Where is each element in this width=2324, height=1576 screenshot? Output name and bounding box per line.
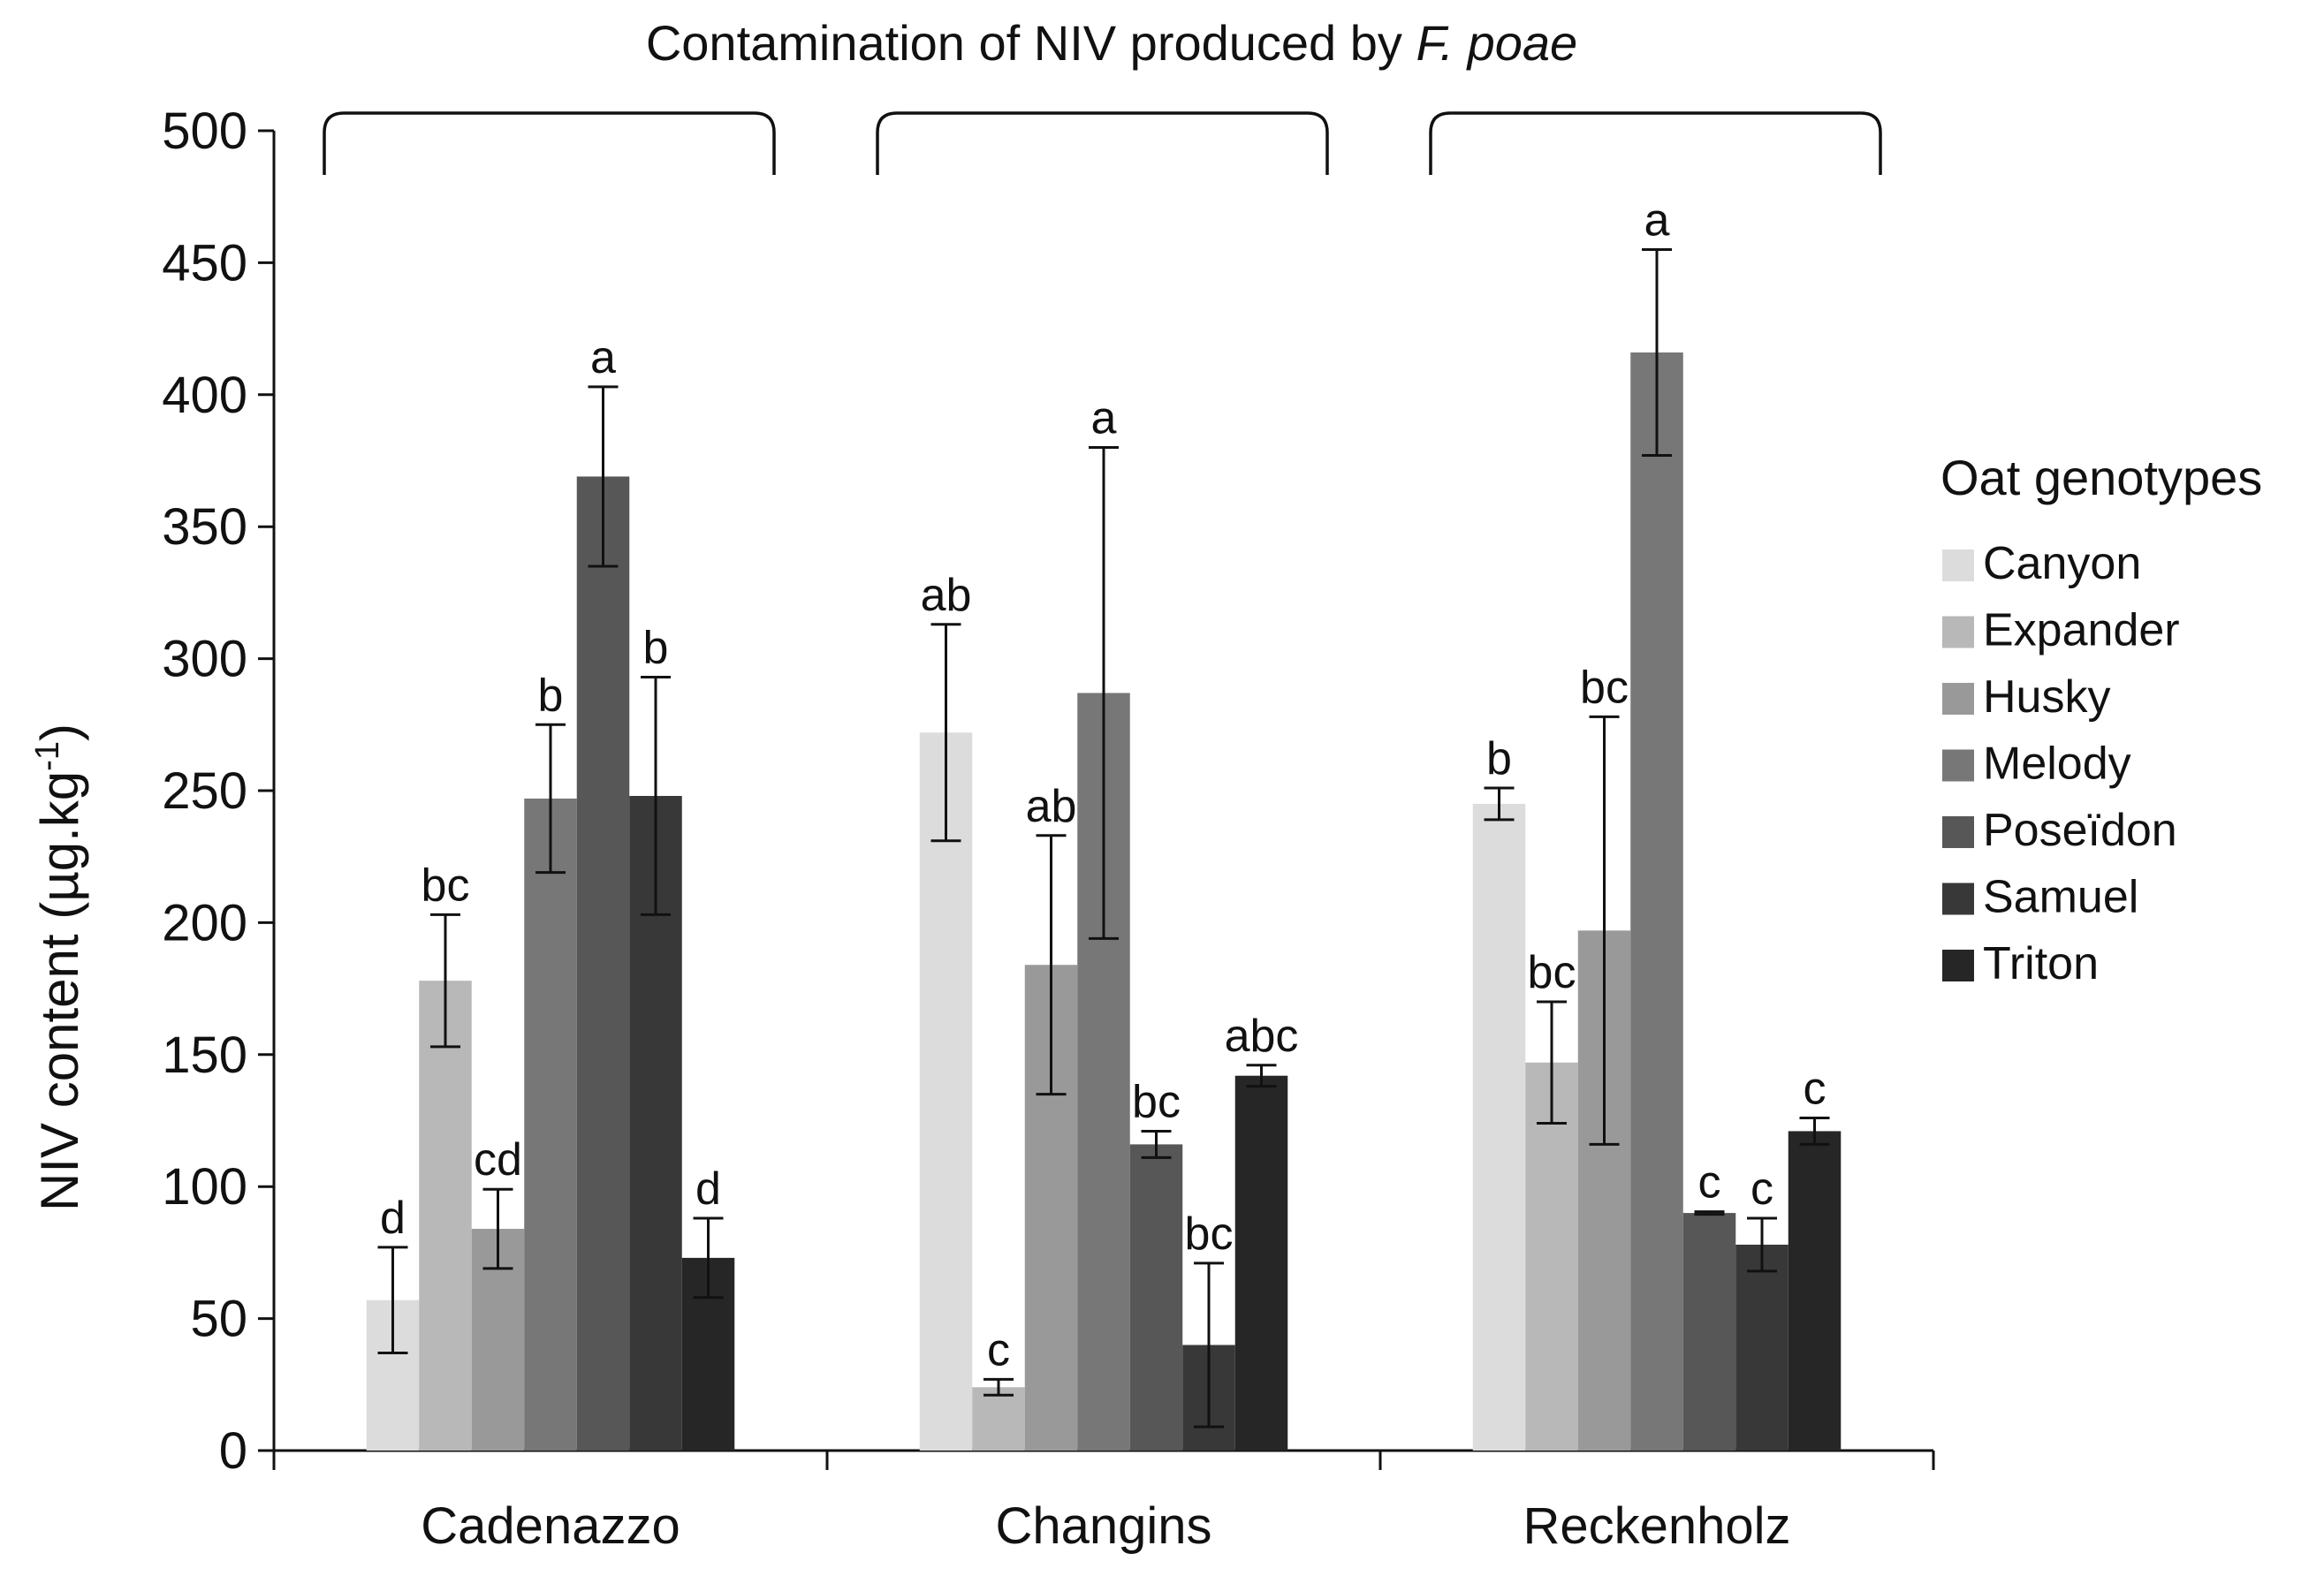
legend-swatch-husky — [1942, 683, 1974, 715]
bar-changins-expander — [972, 1387, 1025, 1451]
y-axis-title: NIV content (µg.kg-1) — [29, 724, 89, 1211]
legend-label-samuel: Samuel — [1983, 872, 2138, 923]
y-tick-label-50: 50 — [190, 1291, 247, 1348]
x-axis: Cadenazzo Changins Reckenholz — [272, 1449, 1935, 1555]
legend-swatch-expander — [1942, 616, 1974, 648]
y-tick-label-250: 250 — [162, 762, 247, 820]
bracket-reckenholz — [1429, 111, 1882, 175]
significance-letter-cadenazzo-triton: d — [695, 1163, 721, 1215]
chart-title-italic: F. poae — [1416, 15, 1577, 71]
bracket-changins — [876, 111, 1329, 175]
bar-changins-canyon — [919, 732, 973, 1451]
legend-label-melody: Melody — [1983, 739, 2131, 790]
significance-letter-changins-melody: a — [1091, 393, 1117, 444]
legend-swatch-triton — [1942, 950, 1974, 981]
bar-reckenholz-pose-don — [1682, 1213, 1736, 1451]
significance-letter-cadenazzo-pose-don: a — [590, 332, 616, 383]
significance-letter-changins-canyon: ab — [921, 570, 972, 621]
y-tick-label-500: 500 — [162, 102, 247, 160]
significance-letter-changins-triton: abc — [1225, 1011, 1299, 1062]
legend-swatch-pose-don — [1942, 816, 1974, 848]
bar-reckenholz-melody — [1630, 352, 1683, 1451]
y-tick-label-400: 400 — [162, 367, 247, 424]
bar-reckenholz-samuel — [1735, 1244, 1789, 1451]
legend-swatch-melody — [1942, 749, 1974, 782]
significance-letter-cadenazzo-expander: bc — [422, 860, 470, 911]
significance-letter-changins-expander: c — [987, 1324, 1010, 1375]
significance-letter-reckenholz-triton: c — [1804, 1064, 1827, 1115]
y-axis-title-main: NIV content (µg.kg — [30, 771, 89, 1211]
significance-letter-changins-husky: ab — [1026, 781, 1077, 832]
y-tick-label-100: 100 — [162, 1158, 247, 1216]
group-brackets — [323, 111, 1882, 175]
bar-cadenazzo-pose-don — [576, 476, 630, 1451]
bars — [366, 352, 1842, 1451]
significance-letter-cadenazzo-canyon: d — [380, 1193, 406, 1244]
legend: Canyon Expander Husky Melody Poseïdon Samuel T… — [1942, 538, 2180, 989]
significance-letter-reckenholz-pose-don: c — [1698, 1157, 1721, 1209]
significance-letter-reckenholz-melody: a — [1644, 194, 1670, 246]
legend-label-husky: Husky — [1983, 671, 2110, 723]
legend-label-canyon: Canyon — [1983, 538, 2141, 589]
error-bars — [377, 247, 1830, 1428]
chart-title-main: Contamination of NIV produced by — [646, 15, 1402, 71]
significance-letter-changins-samuel: bc — [1185, 1209, 1234, 1260]
y-axis-title-close: ) — [30, 724, 89, 741]
significance-letter-cadenazzo-husky: cd — [474, 1134, 522, 1186]
bar-changins-pose-don — [1129, 1144, 1183, 1451]
legend-label-pose-don: Poseïdon — [1983, 805, 2177, 856]
significance-letter-reckenholz-canyon: b — [1486, 733, 1512, 784]
bar-cadenazzo-melody — [524, 798, 577, 1451]
y-tick-label-0: 0 — [219, 1422, 247, 1480]
bar-reckenholz-triton — [1788, 1131, 1842, 1451]
y-tick-label-150: 150 — [162, 1027, 247, 1084]
legend-label-expander: Expander — [1983, 605, 2180, 656]
bracket-cadenazzo — [323, 111, 776, 175]
y-tick-label-350: 350 — [162, 498, 247, 556]
legend-title: Oat genotypes — [1940, 450, 2262, 505]
significance-letter-cadenazzo-samuel: b — [643, 623, 669, 674]
bar-cadenazzo-expander — [419, 981, 472, 1451]
legend-label-triton: Triton — [1983, 938, 2099, 989]
significance-letter-reckenholz-husky: bc — [1580, 662, 1629, 713]
bar-changins-triton — [1234, 1075, 1288, 1451]
legend-swatch-canyon — [1942, 549, 1974, 581]
significance-letter-cadenazzo-melody: b — [538, 670, 564, 721]
chart-title: Contamination of NIV produced by F. poae — [646, 15, 1577, 71]
x-category-label-changins: Changins — [995, 1497, 1211, 1555]
y-tick-label-200: 200 — [162, 894, 247, 951]
x-category-label-cadenazzo: Cadenazzo — [421, 1497, 680, 1555]
y-tick-label-300: 300 — [162, 631, 247, 688]
significance-letter-changins-pose-don: bc — [1132, 1076, 1181, 1127]
significance-letter-reckenholz-expander: bc — [1528, 947, 1576, 998]
significance-letter-reckenholz-samuel: c — [1751, 1163, 1773, 1215]
y-axis: 0 50 100 150 200 250 300 350 400 450 500 — [162, 102, 276, 1480]
legend-swatch-samuel — [1942, 883, 1974, 915]
bar-reckenholz-expander — [1525, 1062, 1578, 1451]
x-category-label-reckenholz: Reckenholz — [1523, 1497, 1790, 1555]
y-tick-label-450: 450 — [162, 234, 247, 292]
y-axis-title-sup: -1 — [29, 741, 66, 771]
bar-reckenholz-canyon — [1472, 803, 1526, 1451]
